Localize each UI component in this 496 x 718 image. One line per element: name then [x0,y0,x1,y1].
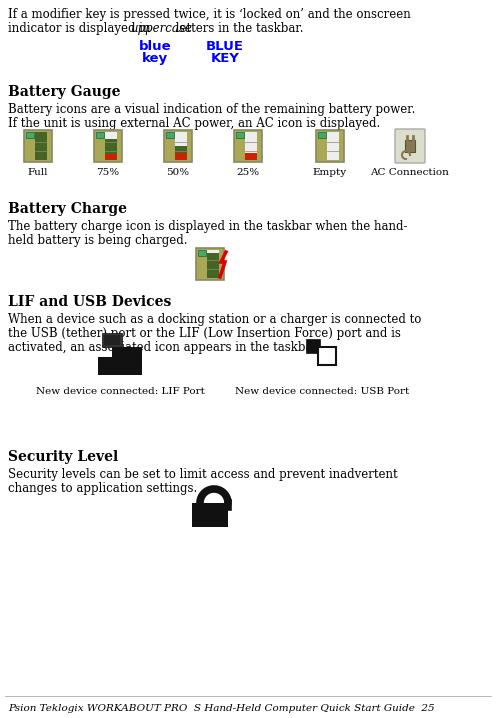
Text: BLUE: BLUE [206,40,244,53]
Polygon shape [98,347,142,375]
Text: The battery charge icon is displayed in the taskbar when the hand-: The battery charge icon is displayed in … [8,220,408,233]
Bar [26,132,34,138]
Text: Full: Full [28,168,48,177]
Text: blue: blue [139,40,171,53]
Text: LIF and USB Devices: LIF and USB Devices [8,295,172,309]
Text: New device connected: LIF Port: New device connected: LIF Port [36,387,204,396]
Text: +: + [166,134,172,140]
Text: New device connected: USB Port: New device connected: USB Port [235,387,409,396]
Bar [104,335,120,345]
Bar [35,132,47,160]
Text: Battery icons are a visual indication of the remaining battery power.: Battery icons are a visual indication of… [8,103,415,116]
Bar [175,153,187,160]
Text: 25%: 25% [237,168,259,177]
Bar [306,339,320,353]
Text: Security levels can be set to limit access and prevent inadvertent: Security levels can be set to limit acce… [8,468,398,481]
Bar [327,132,339,160]
Text: Security Level: Security Level [8,450,118,464]
Bar [316,130,344,162]
Bar [164,130,192,162]
Text: 75%: 75% [96,168,120,177]
Text: +: + [198,252,204,258]
Bar [207,250,219,278]
Bar [102,333,122,347]
Bar [94,130,122,162]
Bar [96,132,104,138]
Bar [236,132,244,138]
Bar [234,130,262,162]
Text: AC Connection: AC Connection [371,168,449,177]
FancyBboxPatch shape [395,129,425,163]
Text: Empty: Empty [313,168,347,177]
Bar [192,503,228,527]
Text: the USB (tether) port or the LIF (Low Insertion Force) port and is: the USB (tether) port or the LIF (Low In… [8,327,401,340]
Text: changes to application settings.: changes to application settings. [8,482,197,495]
Bar [245,132,257,160]
Text: Battery Gauge: Battery Gauge [8,85,121,99]
Text: If the unit is using external AC power, an AC icon is displayed.: If the unit is using external AC power, … [8,117,380,130]
Text: indicator is displayed in: indicator is displayed in [8,22,154,35]
Text: uppercase: uppercase [130,22,192,35]
Bar [207,253,219,278]
Text: When a device such as a docking station or a charger is connected to: When a device such as a docking station … [8,313,422,326]
Bar [175,132,187,160]
Bar [318,347,336,365]
Text: +: + [236,134,242,140]
Text: held battery is being charged.: held battery is being charged. [8,234,187,247]
Bar [24,130,52,162]
Bar [245,153,257,160]
Text: KEY: KEY [211,52,240,65]
Bar [405,140,415,152]
Text: +: + [318,134,324,140]
Text: activated, an associated icon appears in the taskbar.: activated, an associated icon appears in… [8,341,320,354]
Bar [166,132,174,138]
Bar [105,154,117,160]
Bar [105,132,117,160]
Bar [105,139,117,154]
Text: +: + [96,134,102,140]
Bar [35,132,47,160]
Text: letters in the taskbar.: letters in the taskbar. [173,22,304,35]
Bar [196,248,224,280]
Text: +: + [26,134,32,140]
Bar [198,250,206,256]
Text: Psion Teklogix WORKABOUT PRO  S Hand-Held Computer Quick Start Guide  25: Psion Teklogix WORKABOUT PRO S Hand-Held… [8,704,434,713]
Bar [175,146,187,153]
Bar [318,132,326,138]
Text: Battery Charge: Battery Charge [8,202,127,216]
Text: 50%: 50% [167,168,189,177]
Text: If a modifier key is pressed twice, it is ‘locked on’ and the onscreen: If a modifier key is pressed twice, it i… [8,8,411,21]
Text: key: key [142,52,168,65]
